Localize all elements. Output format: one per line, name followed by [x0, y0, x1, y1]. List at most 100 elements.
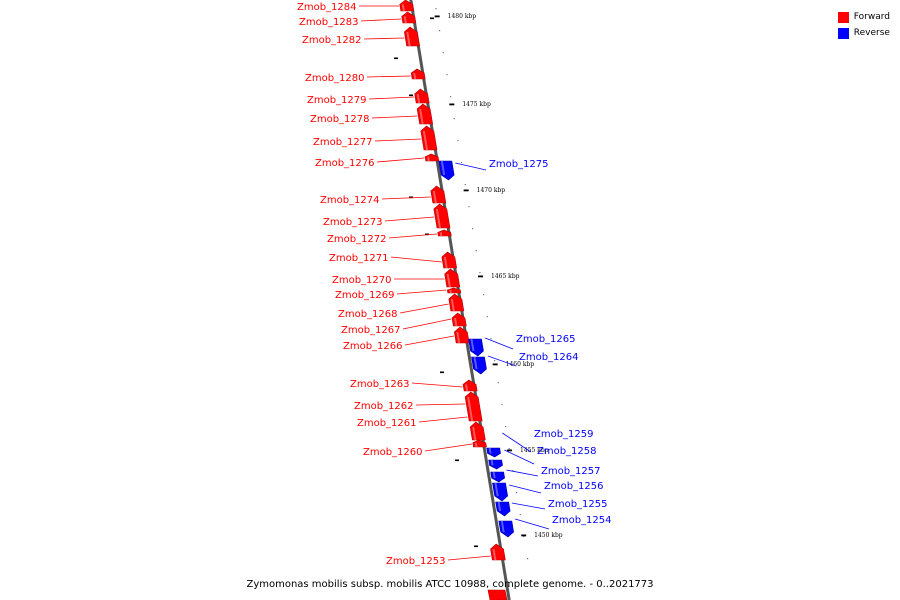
feature-mark: [409, 94, 413, 97]
gene-feature[interactable]: Zmob_1280: [305, 68, 426, 84]
gene-feature[interactable]: Zmob_1265: [468, 334, 576, 357]
forward-gene-block[interactable]: [464, 391, 483, 422]
gene-leader-line: [447, 555, 491, 561]
gene-label[interactable]: Zmob_1268: [338, 309, 398, 320]
gene-feature[interactable]: Zmob_1258: [488, 446, 597, 470]
gene-label[interactable]: Zmob_1262: [354, 401, 414, 412]
gene-feature[interactable]: Zmob_1266: [343, 326, 470, 352]
gene-feature[interactable]: Zmob_1256: [492, 481, 604, 502]
gene-label[interactable]: Zmob_1276: [315, 158, 375, 169]
reverse-gene-block[interactable]: [471, 356, 487, 375]
gene-label[interactable]: Zmob_1255: [548, 499, 608, 510]
gene-feature[interactable]: Zmob_1275: [438, 159, 549, 181]
forward-gene-block[interactable]: [451, 312, 467, 327]
gene-label[interactable]: Zmob_1263: [350, 379, 410, 390]
forward-gene-block[interactable]: [404, 26, 421, 47]
gene-label[interactable]: Zmob_1261: [357, 418, 417, 429]
gene-feature[interactable]: Zmob_1264: [471, 352, 579, 375]
gene-feature[interactable]: Zmob_1273: [323, 203, 451, 229]
gene-feature[interactable]: Zmob_1268: [338, 293, 465, 320]
gene-label[interactable]: Zmob_1265: [516, 334, 576, 345]
forward-gene-block[interactable]: [446, 287, 462, 294]
gene-feature[interactable]: Zmob_1283: [299, 11, 417, 28]
gene-label[interactable]: Zmob_1272: [327, 234, 387, 245]
gene-label[interactable]: Zmob_1283: [299, 17, 359, 28]
gene-label[interactable]: Zmob_1279: [307, 95, 367, 106]
forward-gene-block[interactable]: [448, 293, 465, 312]
gene-feature[interactable]: Zmob_1276: [315, 153, 440, 169]
forward-gene-block[interactable]: [414, 88, 430, 104]
gene-label[interactable]: Zmob_1280: [305, 73, 365, 84]
gene-feature[interactable]: Zmob_1270: [332, 268, 461, 288]
gene-feature[interactable]: Zmob_1284: [297, 0, 415, 13]
forward-gene-block[interactable]: [469, 421, 486, 441]
gene-label[interactable]: Zmob_1275: [489, 159, 549, 170]
gene-feature[interactable]: Zmob_1272: [327, 229, 452, 245]
gene-feature[interactable]: Zmob_1278: [310, 103, 434, 125]
gene-feature[interactable]: Zmob_1263: [350, 379, 478, 392]
gene-feature[interactable]: Zmob_1279: [307, 88, 430, 106]
gene-feature[interactable]: Zmob_1271: [329, 251, 458, 269]
gene-label[interactable]: Zmob_1259: [534, 429, 594, 440]
gene-feature[interactable]: Zmob_1259: [486, 429, 594, 458]
gene-leader-line: [399, 303, 449, 314]
forward-gene-block[interactable]: [437, 229, 452, 237]
gene-label[interactable]: Zmob_1266: [343, 341, 403, 352]
gene-label[interactable]: Zmob_1260: [363, 447, 423, 458]
forward-gene-block[interactable]: [490, 543, 506, 561]
gene-label[interactable]: Zmob_1284: [297, 2, 357, 13]
reverse-gene-block[interactable]: [468, 338, 484, 357]
gene-feature[interactable]: Zmob_1253: [386, 543, 506, 567]
major-tick: [521, 534, 527, 537]
forward-gene-block[interactable]: [399, 0, 415, 12]
gene-feature[interactable]: Zmob_1257: [490, 466, 601, 483]
gene-label[interactable]: Zmob_1258: [537, 446, 597, 457]
gene-feature[interactable]: Zmob_1262: [354, 391, 483, 422]
gene-label[interactable]: Zmob_1270: [332, 275, 392, 286]
gene-label[interactable]: Zmob_1257: [541, 466, 601, 477]
gene-label[interactable]: Zmob_1253: [386, 556, 446, 567]
reverse-gene-block[interactable]: [488, 459, 503, 470]
gene-label[interactable]: Zmob_1277: [313, 137, 373, 148]
gene-feature[interactable]: Zmob_1255: [495, 499, 608, 517]
forward-gene-block[interactable]: [420, 125, 438, 151]
gene-label[interactable]: Zmob_1256: [544, 481, 604, 492]
gene-label[interactable]: Zmob_1269: [335, 290, 395, 301]
gene-feature[interactable]: Zmob_1274: [320, 185, 447, 206]
reverse-gene-block[interactable]: [438, 160, 455, 181]
forward-gene-block[interactable]: [444, 268, 461, 288]
reverse-gene-block[interactable]: [486, 447, 501, 458]
gene-highlight: [427, 156, 430, 161]
reverse-gene-block[interactable]: [490, 471, 505, 483]
gene-label[interactable]: Zmob_1278: [310, 114, 370, 125]
gene-label[interactable]: Zmob_1274: [320, 195, 380, 206]
gene-feature[interactable]: Zmob_1282: [302, 26, 421, 47]
gene-feature[interactable]: Zmob_1267: [341, 312, 467, 336]
forward-gene-block[interactable]: [416, 103, 434, 125]
gene-label[interactable]: Zmob_1271: [329, 253, 389, 264]
forward-gene-block[interactable]: [462, 379, 478, 392]
gene-label[interactable]: Zmob_1267: [341, 325, 401, 336]
forward-gene-block[interactable]: [430, 185, 447, 204]
reverse-gene-block[interactable]: [492, 482, 508, 502]
gene-highlight: [422, 131, 428, 150]
gene-feature[interactable]: Zmob_1260: [363, 439, 487, 458]
gene-feature[interactable]: Zmob_1269: [335, 287, 462, 301]
gene-label[interactable]: Zmob_1282: [302, 35, 362, 46]
gene-label[interactable]: Zmob_1264: [519, 352, 579, 363]
gene-label[interactable]: Zmob_1254: [552, 515, 612, 526]
forward-gene-block[interactable]: [424, 153, 440, 162]
forward-gene-block[interactable]: [454, 326, 470, 344]
reverse-gene-block[interactable]: [498, 520, 514, 538]
gene-feature[interactable]: Zmob_1261: [357, 416, 486, 441]
forward-gene-block[interactable]: [410, 68, 426, 80]
gene-label[interactable]: Zmob_1273: [323, 217, 383, 228]
forward-gene-block[interactable]: [441, 251, 458, 269]
gene-highlight: [490, 460, 494, 466]
gene-feature[interactable]: Zmob_1254: [498, 515, 612, 538]
gene-feature[interactable]: Zmob_1277: [313, 125, 438, 151]
reverse-gene-block[interactable]: [495, 501, 511, 517]
forward-gene-block[interactable]: [401, 11, 417, 24]
forward-gene-block[interactable]: [472, 439, 487, 448]
forward-gene-block[interactable]: [433, 203, 451, 229]
